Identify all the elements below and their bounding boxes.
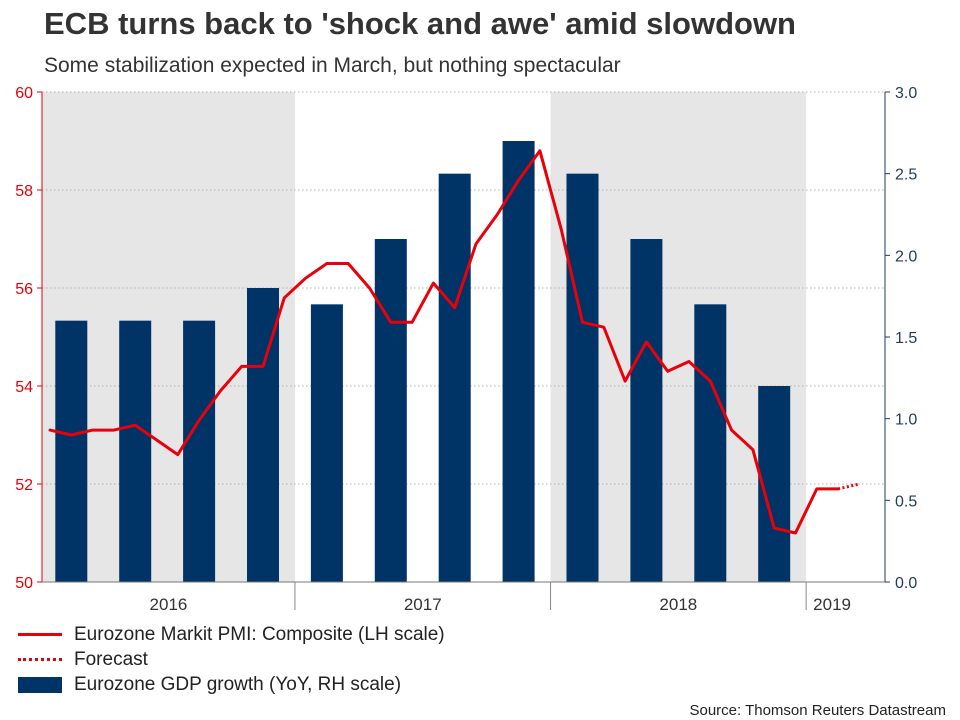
pmi-line	[48, 149, 840, 535]
left-tick-label-52: 52	[15, 477, 33, 494]
gdp-bar-2018-Q1	[566, 173, 599, 582]
gdp-bar-2018-Q2	[630, 239, 663, 582]
legend-item-forecast: Forecast	[18, 647, 445, 672]
right-tick-label-1.5: 1.5	[895, 330, 917, 347]
gdp-bars	[55, 141, 791, 582]
source-note: Source: Thomson Reuters Datastream	[689, 702, 946, 719]
gdp-bar-2016-Q2	[119, 320, 152, 582]
x-tick-label-2016: 2016	[150, 595, 188, 614]
legend-label-forecast: Forecast	[74, 648, 148, 670]
left-tick-label-56: 56	[15, 281, 33, 298]
legend-dotted-swatch	[18, 651, 62, 669]
x-tick-label-2017: 2017	[404, 595, 442, 614]
right-tick-label-3.0: 3.0	[895, 85, 917, 102]
x-tick-label-2019: 2019	[813, 595, 851, 614]
right-tick-label-0.5: 0.5	[895, 493, 917, 510]
chart-title: ECB turns back to 'shock and awe' amid s…	[44, 6, 796, 41]
right-tick-label-0.0: 0.0	[895, 575, 917, 592]
legend-label-gdp: Eurozone GDP growth (YoY, RH scale)	[74, 673, 402, 695]
gdp-bar-2017-Q4	[502, 141, 535, 582]
legend-label-pmi: Eurozone Markit PMI: Composite (LH scale…	[74, 623, 445, 645]
right-tick-label-2.0: 2.0	[895, 248, 917, 265]
shaded-year-bands	[42, 92, 807, 582]
legend: Eurozone Markit PMI: Composite (LH scale…	[18, 622, 445, 697]
chart-subtitle: Some stabilization expected in March, bu…	[44, 54, 621, 77]
gdp-bar-2018-Q3	[694, 304, 727, 582]
legend-line-swatch	[18, 626, 62, 644]
gdp-bar-2017-Q2	[374, 239, 407, 582]
left-tick-label-60: 60	[15, 85, 33, 102]
legend-item-pmi: Eurozone Markit PMI: Composite (LH scale…	[18, 622, 445, 647]
right-tick-label-1.0: 1.0	[895, 412, 917, 429]
legend-item-gdp: Eurozone GDP growth (YoY, RH scale)	[18, 672, 445, 697]
gdp-bar-2017-Q3	[438, 173, 471, 582]
gdp-bar-2016-Q1	[55, 320, 88, 582]
pmi-line-layer	[48, 149, 860, 535]
left-tick-label-50: 50	[15, 575, 33, 592]
x-tick-label-2018: 2018	[659, 595, 697, 614]
axes: 50 52 54 56 58 60 0.0 0.5 1.0 1.5 2.0 2.5 3.0 2016 201…	[15, 85, 917, 614]
forecast-line	[837, 482, 860, 491]
gdp-bar-2017-Q1	[310, 304, 343, 582]
right-tick-label-2.5: 2.5	[895, 167, 917, 184]
legend-bar-swatch	[18, 676, 62, 694]
left-tick-label-54: 54	[15, 379, 33, 396]
chart-canvas: 50 52 54 56 58 60 0.0 0.5 1.0 1.5 2.0 2.5 3.0 2016 201…	[15, 85, 917, 614]
left-tick-label-58: 58	[15, 183, 33, 200]
gdp-bar-2016-Q3	[183, 320, 216, 582]
